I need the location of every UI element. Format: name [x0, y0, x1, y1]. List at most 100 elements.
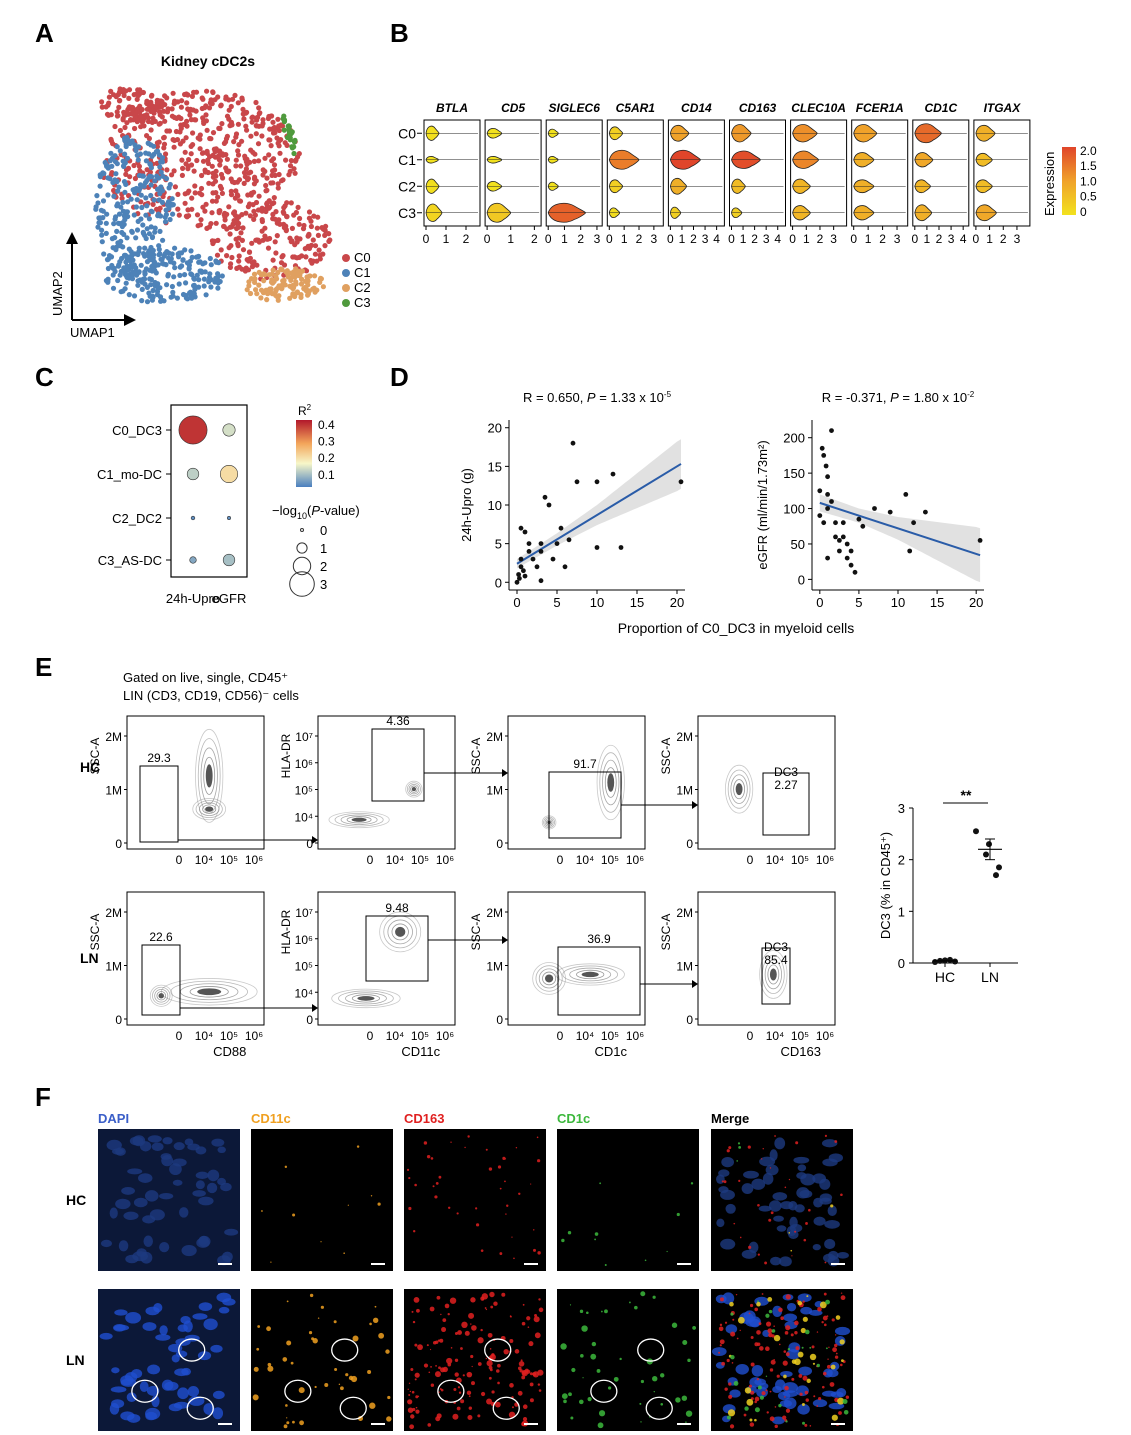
signal-spot: [769, 1167, 772, 1169]
umap-axis-y-arrow: [66, 232, 78, 244]
signal-spot: [450, 1141, 452, 1143]
umap-point: [254, 262, 260, 268]
flow-contour: [408, 783, 420, 795]
umap-point: [156, 175, 162, 181]
umap-point: [157, 191, 163, 197]
nucleus: [195, 1146, 207, 1155]
scatter-point: [530, 556, 536, 562]
umap-point: [114, 161, 120, 167]
umap-point: [294, 239, 300, 245]
signal-spot: [407, 1407, 414, 1413]
signal-spot: [759, 1395, 764, 1400]
signal-spot: [320, 1241, 322, 1243]
signal-spot: [822, 1315, 828, 1321]
flow-contour: [569, 967, 612, 982]
signal-spot: [797, 1351, 804, 1358]
umap-point: [163, 207, 169, 213]
signal-spot: [285, 1404, 288, 1407]
umap-point: [208, 221, 214, 227]
scatter-point: [518, 564, 524, 570]
nucleus: [758, 1205, 772, 1212]
signal-spot: [504, 1180, 506, 1183]
flow-xtick-label: 10⁵: [220, 853, 238, 867]
umap-point: [148, 282, 154, 288]
signal-spot: [676, 1212, 680, 1217]
signal-spot: [489, 1348, 492, 1350]
cell-highlight-circle: [637, 1338, 665, 1362]
umap-point: [277, 150, 283, 156]
umap-point: [216, 153, 222, 159]
umap-point: [259, 133, 265, 139]
signal-spot: [738, 1179, 741, 1182]
umap-point: [130, 257, 136, 263]
signal-spot: [782, 1415, 787, 1420]
umap-point: [267, 137, 273, 143]
nucleus: [748, 1241, 759, 1254]
signal-spot: [791, 1255, 793, 1257]
umap-point: [293, 209, 299, 216]
signal-spot: [599, 1182, 602, 1185]
umap-point: [236, 235, 242, 241]
umap-point: [106, 100, 112, 106]
umap-point: [105, 192, 111, 198]
signal-spot: [778, 1343, 781, 1346]
signal-spot: [824, 1261, 827, 1264]
scatter-point: [819, 445, 825, 451]
signal-spot: [311, 1337, 315, 1341]
umap-point: [172, 245, 178, 251]
umap-point: [124, 235, 130, 241]
umap-point: [308, 223, 314, 230]
signal-spot: [806, 1378, 811, 1384]
umap-point: [200, 158, 207, 164]
umap-point: [126, 95, 132, 101]
umap-point: [228, 261, 234, 267]
flow-ytick-label: 10⁴: [294, 986, 313, 1000]
nucleus: [111, 1367, 120, 1374]
umap-point: [224, 156, 230, 162]
signal-spot: [567, 1231, 572, 1235]
flow-contour: [759, 950, 788, 999]
colorbar-tick-label: 1.5: [1080, 159, 1097, 173]
flow-contour: [195, 800, 223, 819]
flow-contour: [724, 764, 754, 814]
nucleus: [771, 1416, 785, 1425]
x-tick-label: 0: [816, 595, 823, 610]
umap-point: [97, 174, 103, 180]
signal-spot: [738, 1145, 742, 1149]
signal-spot: [718, 1351, 721, 1354]
umap-point: [264, 200, 270, 206]
scale-bar: [677, 1263, 691, 1265]
umap-point: [209, 101, 215, 107]
signal-spot: [267, 1362, 272, 1367]
umap-point: [299, 276, 305, 282]
umap-point: [270, 211, 276, 217]
r2-colorbar-tick: 0.3: [318, 435, 335, 449]
umap-point: [317, 279, 323, 285]
umap-point: [126, 292, 132, 298]
signal-spot: [778, 1307, 783, 1313]
signal-spot: [440, 1367, 446, 1373]
nucleus: [821, 1139, 838, 1148]
umap-point: [124, 155, 131, 161]
signal-spot: [415, 1395, 419, 1399]
umap-point: [254, 291, 260, 297]
scatter-shared-xlabel: Proportion of C0_DC3 in myeloid cells: [618, 620, 855, 636]
signal-spot: [414, 1378, 417, 1381]
umap-point: [279, 178, 285, 184]
umap-point: [310, 237, 316, 243]
signal-spot: [845, 1395, 850, 1399]
nucleus: [99, 1332, 113, 1340]
umap-point: [114, 113, 120, 119]
umap-point: [147, 169, 153, 175]
signal-spot: [774, 1135, 776, 1137]
legend-label: C1: [354, 265, 371, 280]
signal-spot: [757, 1203, 760, 1207]
violin-gene-label: CLEC10A: [791, 101, 846, 115]
nucleus: [125, 1311, 142, 1324]
nucleus: [172, 1179, 183, 1186]
micrograph-cd1c: [557, 1289, 699, 1431]
signal-spot: [486, 1360, 493, 1367]
umap-point: [240, 247, 247, 253]
signal-spot: [756, 1377, 760, 1381]
signal-spot: [290, 1361, 294, 1365]
